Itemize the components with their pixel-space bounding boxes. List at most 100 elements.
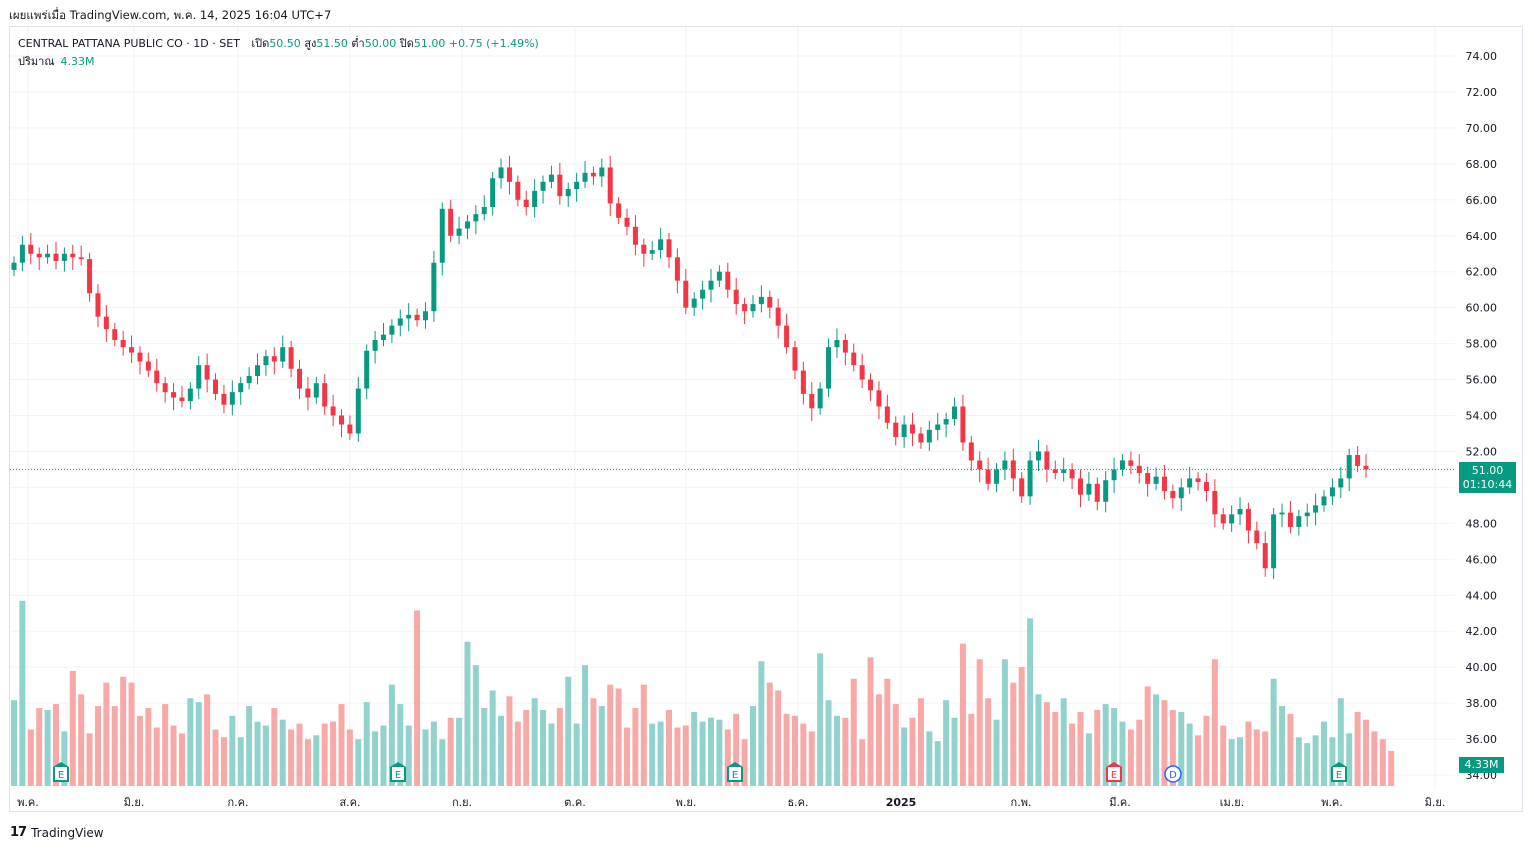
candle-body [364,350,370,389]
volume-bar [1371,731,1378,786]
candle-body [691,298,697,308]
volume-bar [1027,618,1034,786]
candle-body [523,199,529,207]
candle-body [1069,469,1075,479]
footer-brand[interactable]: 17 TradingView [10,825,104,840]
candle-body [1195,478,1201,483]
volume-bar [170,725,177,786]
candle-body [574,181,580,190]
volume-bar [775,690,782,786]
volume-bar [380,725,387,786]
candle-body [1002,460,1008,470]
candle-body [649,250,655,254]
candle-body [372,340,378,351]
volume-value: 4.33M [60,55,95,68]
volume-bar [145,708,152,786]
volume-bar [707,717,714,786]
volume-bar [741,739,748,786]
volume-bar [44,709,51,786]
candle-body [129,347,135,353]
open-value: 50.50 [269,37,301,50]
candle-body [1338,478,1344,488]
candle-body [1035,451,1041,461]
candle-body [1355,455,1361,466]
volume-bar [1228,739,1235,786]
volume-bar [330,721,337,786]
dividend-marker-label: D [1169,770,1177,781]
volume-bar [355,739,362,786]
volume-bar [52,704,59,786]
volume-bar [724,729,731,786]
x-tick-label: ส.ค. [339,796,360,809]
earnings-marker-inner [1108,767,1120,780]
candle-body [414,314,420,321]
x-tick-label: ธ.ค. [787,796,808,809]
volume-bar [1312,735,1319,786]
volume-bar [363,702,370,786]
volume-bar [1052,711,1059,786]
candle-body [1363,465,1369,470]
volume-bar [1077,711,1084,786]
candle-body [616,203,622,218]
volume-bar [892,704,899,786]
volume-bar [212,729,219,786]
volume-bar [1136,719,1143,786]
volume-bar [439,739,446,786]
earnings-marker-label: E [395,770,401,781]
candle-body [1128,460,1134,466]
volume-bar [1010,682,1017,786]
earnings-marker-label: E [1336,770,1342,781]
volume-bar [548,723,555,786]
candle-body [221,393,227,405]
volume-bar [498,715,505,786]
volume-bar [262,725,269,786]
candle-body [775,307,781,326]
candle-body [154,370,160,384]
earnings-marker-inner [729,767,741,780]
volume-bar [842,717,849,786]
candle-body [960,406,966,443]
candle-body [1187,478,1193,488]
candle-body [1296,516,1302,527]
volume-bar [917,698,924,786]
chart-frame [9,26,1523,812]
candle-body [473,214,479,222]
candle-body [380,334,386,341]
candle-body [112,329,118,341]
volume-bar [246,706,253,786]
candle-body [389,325,395,335]
volume-bar [791,715,798,786]
volume-bar [69,670,76,786]
candle-body [658,239,664,251]
candle-body [61,253,67,261]
volume-bar [607,684,614,786]
volume-bar [657,721,664,786]
volume-bar [523,709,530,786]
volume-bar [540,709,547,786]
candle-body [36,253,42,258]
volume-tag: 4.33M [1459,757,1504,773]
volume-bar [128,682,135,786]
volume-bar [582,665,589,786]
candle-body [246,375,252,384]
candle-body [1203,482,1209,491]
candle-body [490,178,496,207]
volume-bar [825,700,832,786]
candle-body [515,181,521,200]
candle-body [1077,478,1083,495]
candle-body [1119,460,1125,470]
candle-body [280,347,286,362]
volume-bar [11,700,17,786]
candle-body [926,429,932,443]
volume-bar [153,727,160,786]
volume-bar [1127,729,1134,786]
candle-body [78,257,84,260]
volume-bar [1001,659,1008,786]
candle-body [641,244,647,254]
volume-bar [934,741,941,786]
candle-body [263,356,269,366]
symbol-legend: CENTRAL PATTANA PUBLIC CO · 1D · SET เปิ… [18,34,539,52]
earnings-marker-inner [55,767,67,780]
